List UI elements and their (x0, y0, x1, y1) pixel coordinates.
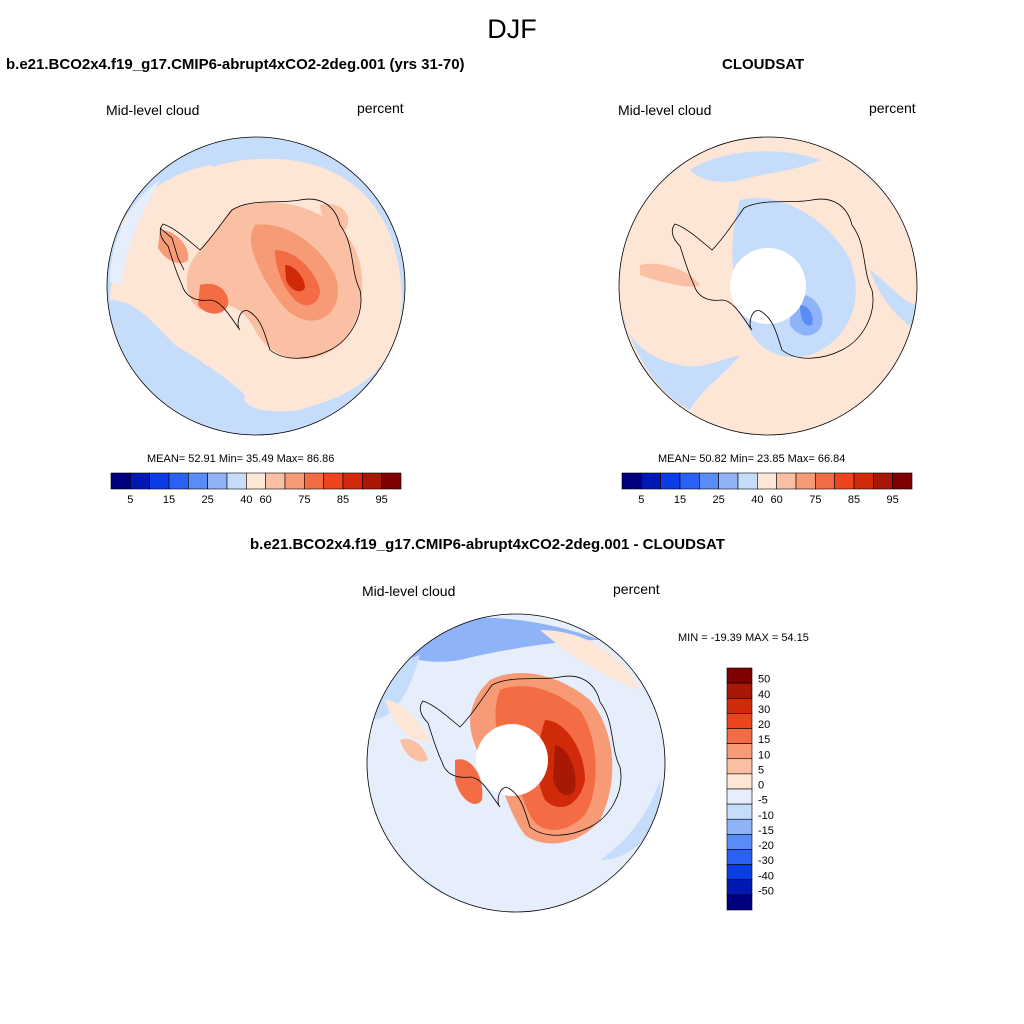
panel-1-colorbar-swatch (362, 472, 382, 490)
panel-1-map (107, 137, 405, 435)
panel-2-variable-label: Mid-level cloud (618, 102, 712, 118)
panel-2-colorbar-tick-label: 95 (887, 494, 899, 506)
panel-3-colorbar-swatch (726, 728, 753, 744)
panel-3-colorbar-swatch (726, 864, 753, 881)
panel-2-colorbar-swatch (660, 472, 681, 490)
panel-3-colorbar-tick-label: -30 (758, 855, 774, 867)
panel-2-colorbar-tick-label: 5 (638, 494, 644, 506)
panel-3-colorbar-tick-label: -15 (758, 825, 774, 837)
panel-3-title: b.e21.BCO2x4.f19_g17.CMIP6-abrupt4xCO2-2… (250, 536, 725, 553)
panel-2-colorbar-tick-label: 60 (771, 494, 783, 506)
panel-3-colorbar-tick-label: 10 (758, 749, 770, 761)
panel-1-variable-label: Mid-level cloud (106, 102, 200, 118)
panel-1-colorbar-swatch (110, 472, 131, 490)
panel-1-colorbar-swatch (323, 472, 344, 490)
panel-3-colorbar-swatch (726, 773, 753, 790)
panel-2-colorbar-swatch (776, 472, 797, 490)
panel-1-stats: MEAN= 52.91 Min= 35.49 Max= 86.86 (147, 453, 335, 465)
panel-1-colorbar-tick-label: 25 (202, 494, 214, 506)
panel-3-colorbar-tick-label: -40 (758, 870, 774, 882)
panel-2-stats: MEAN= 50.82 Min= 23.85 Max= 66.84 (658, 453, 846, 465)
panel-3-colorbar-tick-label: 30 (758, 704, 770, 716)
panel-2-units-label: percent (869, 100, 916, 116)
panel-2-colorbar-swatch (795, 472, 816, 490)
panel-1-colorbar-swatch (130, 472, 150, 490)
panel-1-colorbar-tick-label: 95 (376, 494, 388, 506)
panel-1-colorbar-tick-label: 15 (163, 494, 175, 506)
panel-1-colorbar-swatch (207, 472, 228, 490)
panel-1-colorbar-swatch (304, 472, 324, 490)
panel-2-colorbar-tick-label: 40 (751, 494, 763, 506)
panel-3-colorbar-swatch (726, 879, 753, 896)
panel-3-colorbar-tick-label: 15 (758, 734, 770, 746)
panel-3-colorbar-tick-label: -10 (758, 810, 774, 822)
panel-2-colorbar: 5 15 25 40 60 75 85 95 (621, 472, 913, 506)
panel-1-colorbar-swatch (265, 472, 286, 490)
panel-3-variable-label: Mid-level cloud (362, 583, 456, 599)
panel-2-colorbar-swatch (834, 472, 855, 490)
panel-1-colorbar-swatch (246, 472, 266, 490)
panel-3-stats: MIN = -19.39 MAX = 54.15 (678, 632, 809, 644)
panel-1-colorbar-tick-label: 85 (337, 494, 349, 506)
panel-2-colorbar-tick-label: 85 (848, 494, 860, 506)
panel-1-colorbar-swatch (284, 472, 305, 490)
panel-2-colorbar-swatch (815, 472, 835, 490)
panel-1-colorbar-swatch (342, 472, 363, 490)
panel-3-colorbar-tick-label: 20 (758, 719, 770, 731)
panel-1-units-label: percent (357, 100, 404, 116)
panel-2-title: CLOUDSAT (722, 56, 805, 73)
panel-2-colorbar-swatch (757, 472, 777, 490)
panel-1-colorbar: 5 15 25 40 60 75 85 95 (110, 472, 402, 506)
panel-3-colorbar-swatch (726, 743, 753, 760)
figure-title: DJF (487, 14, 537, 44)
panel-2-colorbar-tick-label: 25 (713, 494, 725, 506)
panel-3-colorbar-tick-label: 40 (758, 689, 770, 701)
panel-1-colorbar-tick-label: 40 (240, 494, 252, 506)
panel-1-colorbar-swatch (381, 472, 402, 490)
panel-3-colorbar-swatch (726, 803, 753, 820)
panel-3-colorbar-swatch (726, 667, 753, 684)
panel-3-colorbar-swatch (726, 697, 753, 714)
panel-2-colorbar-tick-label: 15 (674, 494, 686, 506)
panel-1-colorbar-tick-label: 75 (298, 494, 310, 506)
panel-1-colorbar-tick-label: 60 (260, 494, 272, 506)
panel-3-colorbar-swatch (726, 713, 753, 729)
panel-2-colorbar-swatch (699, 472, 719, 490)
panel-2-colorbar-tick-label: 75 (809, 494, 821, 506)
panel-1-colorbar-swatch (168, 472, 189, 490)
panel-1-colorbar-swatch (226, 472, 247, 490)
panel-1-colorbar-swatch (188, 472, 208, 490)
panel-1-colorbar-swatch (149, 472, 170, 490)
panel-3-colorbar-swatch (726, 834, 753, 850)
panel-3-colorbar-tick-label: -5 (758, 795, 768, 807)
panel-2-colorbar-swatch (679, 472, 700, 490)
panel-3-map (367, 614, 665, 912)
panel-3-colorbar-swatch (726, 788, 753, 805)
panel-2-map (619, 137, 917, 435)
panel-3-colorbar-swatch (726, 818, 753, 835)
panel-2-colorbar-swatch (718, 472, 739, 490)
panel-2-colorbar-swatch (853, 472, 874, 490)
panel-3-colorbar-tick-label: 0 (758, 780, 764, 792)
panel-3-colorbar-tick-label: 5 (758, 764, 764, 776)
panel-3-colorbar-swatch (726, 894, 753, 911)
panel-3-colorbar-swatch (726, 682, 753, 699)
panel-2-colorbar-swatch (892, 472, 913, 490)
panel-3-colorbar-tick-label: -50 (758, 885, 774, 897)
panel-2-colorbar-swatch (621, 472, 642, 490)
panel-3-colorbar-tick-label: -20 (758, 840, 774, 852)
panel-3-colorbar-tick-label: 50 (758, 674, 770, 686)
panel-1-colorbar-tick-label: 5 (127, 494, 133, 506)
panel-3-colorbar-swatch (726, 758, 753, 775)
panel-1-title: b.e21.BCO2x4.f19_g17.CMIP6-abrupt4xCO2-2… (6, 56, 465, 73)
panel-3-colorbar-swatch (726, 849, 753, 865)
panel-3-units-label: percent (613, 581, 660, 597)
panel-2-colorbar-swatch (873, 472, 893, 490)
panel-2-colorbar-swatch (737, 472, 758, 490)
panel-2-colorbar-swatch (641, 472, 661, 490)
